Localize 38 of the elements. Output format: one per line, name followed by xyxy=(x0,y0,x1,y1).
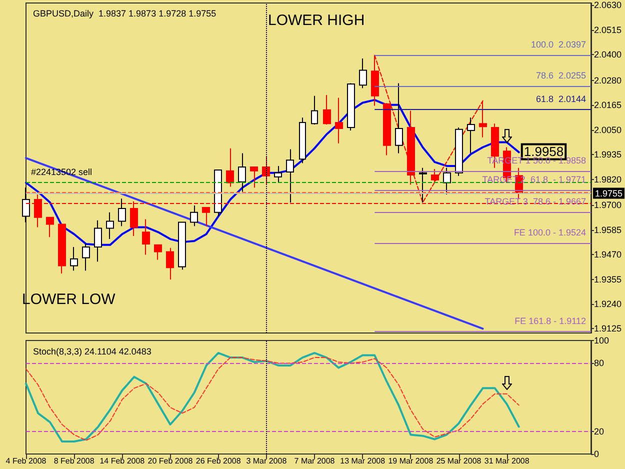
ref-line-label: 100.0 2.0397 xyxy=(530,40,586,50)
y-tick-label: 2.0050 xyxy=(594,124,622,135)
text: GBPUSD,Daily 1.9837 1.9873 1.9728 1.9755 xyxy=(33,8,216,18)
x-tick-label: 19 Mar 2008 xyxy=(388,456,434,466)
x-tick-label: 25 Mar 2008 xyxy=(436,456,482,466)
y-tick-label: 1.9355 xyxy=(594,274,622,284)
text: Stoch(8,3,3) 24.1104 42.0483 xyxy=(33,346,152,356)
y-tick-label: 2.0280 xyxy=(594,75,622,86)
x-tick-label: 26 Feb 2008 xyxy=(196,456,242,466)
y-tick-label: 1.9470 xyxy=(594,250,622,260)
x-tick-label: 14 Feb 2008 xyxy=(100,456,146,466)
y-tick-label: 100 xyxy=(594,336,610,346)
y-tick-label: 1.9700 xyxy=(594,200,622,210)
ref-line-label: 78.6 2.0255 xyxy=(536,70,586,80)
ref-line-label: FE 100.0 - 1.9524 xyxy=(514,227,586,238)
y-tick-label: 1.9125 xyxy=(594,324,622,334)
y-tick-label: 2.0630 xyxy=(594,0,622,10)
x-tick-label: 8 Feb 2008 xyxy=(54,456,95,466)
x-tick-label: 20 Feb 2008 xyxy=(148,456,194,466)
y-tick-label: 80 xyxy=(594,358,604,368)
annotation: LOWER HIGH xyxy=(268,12,365,29)
y-tick-label: 2.0400 xyxy=(594,50,622,60)
y-tick-label: 2.0165 xyxy=(594,100,622,110)
x-tick-label: 13 Mar 2008 xyxy=(340,456,386,466)
ref-line-label: 61.8 2.0144 xyxy=(536,94,586,104)
y-tick-label: 1.9820 xyxy=(594,174,622,184)
y-tick-label: 1.9935 xyxy=(594,150,622,160)
ref-line-label: FE 161.8 - 1.9112 xyxy=(514,316,586,326)
y-tick-label: 20 xyxy=(594,426,604,436)
y-tick-label: 1.9240 xyxy=(594,298,622,309)
x-tick-label: 7 Mar 2008 xyxy=(294,456,336,466)
x-tick-label: 31 Mar 2008 xyxy=(484,456,530,466)
ref-line-label: 1.9755 xyxy=(595,188,623,198)
y-tick-label: 1.9585 xyxy=(594,224,622,235)
x-tick-label: 3 Mar 2008 xyxy=(246,456,288,466)
x-tick-label: 4 Feb 2008 xyxy=(6,456,47,466)
y-tick-label: 2.0515 xyxy=(594,24,622,35)
y-tick-label: 0 xyxy=(594,449,600,459)
